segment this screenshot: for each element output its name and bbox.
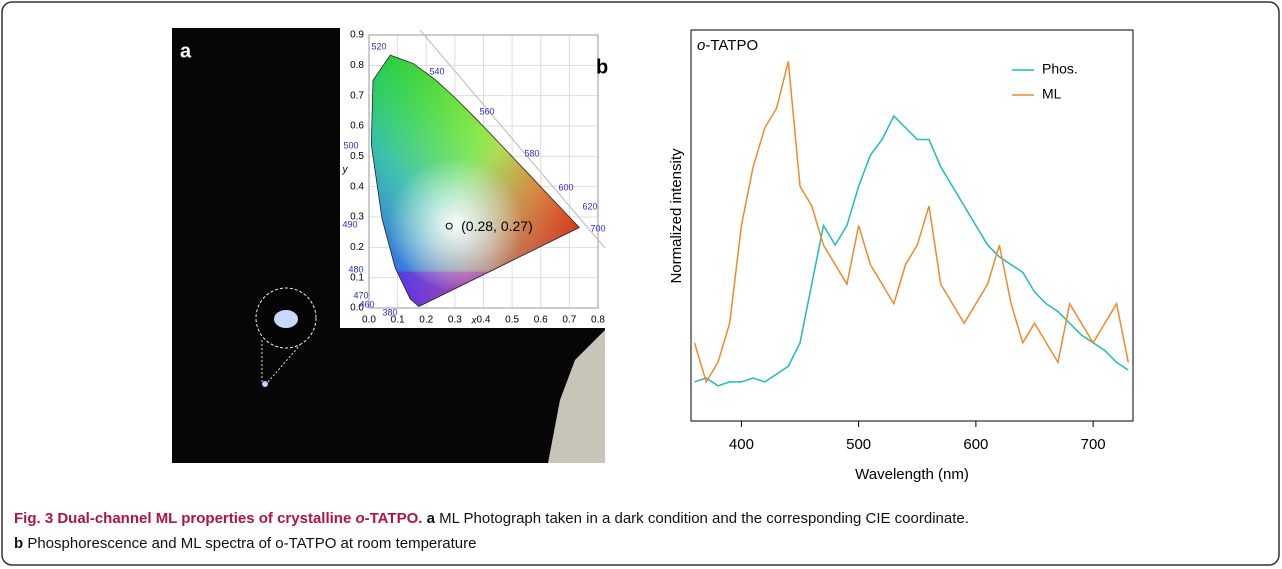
- point-annotation: (0.28, 0.27): [461, 218, 533, 234]
- caption-line: b Phosphorescence and ML spectra of o-TA…: [14, 535, 476, 552]
- caption-title: o: [355, 510, 365, 527]
- y-axis-label: y: [342, 165, 349, 176]
- locus-label: 470: [353, 290, 368, 300]
- locus-label: 700: [590, 223, 605, 233]
- y-tick-label: 0.1: [350, 272, 364, 283]
- caption-title: Dual-channel ML properties of crystallin…: [53, 510, 356, 527]
- point: [445, 222, 453, 230]
- locus-label: 580: [524, 148, 539, 158]
- locus-label: 490: [342, 219, 357, 229]
- spectral-locus: [370, 54, 580, 307]
- caption-title: -TATPO.: [364, 510, 423, 527]
- locus-label: 380: [382, 307, 397, 317]
- y-tick-label: 0.4: [350, 181, 364, 192]
- locus-label: 600: [558, 182, 573, 192]
- x-tick-label: 0.4: [477, 315, 491, 326]
- y-tick-label: 0.6: [350, 121, 364, 132]
- y-tick-label: 0.3: [350, 212, 364, 223]
- locus-label: 520: [371, 41, 386, 51]
- legend-label: Phos.: [1042, 61, 1078, 77]
- x-tick-label: 0.2: [419, 315, 433, 326]
- y-tick-label: 0.7: [350, 90, 364, 101]
- caption-text: ML Photograph taken in a dark condition …: [434, 510, 969, 527]
- locus-label: 480: [348, 264, 363, 274]
- y-axis-label: Normalized intensity: [668, 148, 685, 284]
- x-tick-label: 0.5: [505, 315, 519, 326]
- locus-label: 620: [582, 201, 597, 211]
- x-tick-label: 0.6: [534, 315, 548, 326]
- chart-title: o-TATPO: [697, 37, 758, 54]
- caption-text: Phosphorescence and ML spectra of o-TATP…: [23, 535, 477, 552]
- x-tick-label: 0.3: [448, 315, 462, 326]
- x-tick-label: 700: [1081, 436, 1106, 453]
- chart-title-part: o: [697, 37, 705, 54]
- x-axis-label: Wavelength (nm): [855, 466, 969, 483]
- white-point: [388, 142, 539, 292]
- series-line: [694, 114, 1129, 387]
- x-tick-label: 0.7: [562, 315, 576, 326]
- caption-line: Fig. 3 Dual-channel ML properties of cry…: [14, 510, 969, 527]
- x-tick-label: 0.8: [591, 315, 605, 326]
- sample-spot: [262, 381, 268, 387]
- series-line: [693, 61, 1130, 384]
- diagonal: [419, 29, 606, 249]
- sample-zoom: [274, 310, 298, 328]
- x-axis-label: x: [471, 316, 478, 327]
- spectrum-chart: Phos. ML 400 500 600 700 Wavelength (nm) Normal…: [668, 29, 1134, 483]
- y-tick-label: 0.2: [350, 242, 364, 253]
- locus-label: 540: [429, 66, 444, 76]
- locus-label: 560: [479, 106, 494, 116]
- x-tick-label: 0.1: [391, 315, 405, 326]
- panel-label: a: [180, 40, 192, 62]
- plot-frame: [690, 29, 1134, 422]
- x-tick-label: 0.0: [362, 315, 376, 326]
- zoom-line: [267, 344, 301, 383]
- caption-panel: b: [14, 535, 24, 552]
- locus-label: 460: [359, 299, 374, 309]
- plot-frame: [368, 34, 599, 309]
- y-tick-label: 0.8: [350, 60, 364, 71]
- legend-label: ML: [1042, 86, 1062, 102]
- y-tick-label: 0.9: [350, 30, 364, 41]
- y-tick-label: 0.5: [350, 151, 364, 162]
- photo-light: [548, 330, 605, 463]
- x-tick-label: 400: [729, 436, 754, 453]
- caption-panel: a: [426, 510, 435, 527]
- chart-title-part: -TATPO: [705, 37, 758, 54]
- panel-label: b: [596, 56, 608, 78]
- locus-label: 500: [343, 140, 358, 150]
- figure-label: Fig. 3: [14, 510, 54, 527]
- y-tick-label: 0.0: [350, 303, 364, 314]
- x-tick-label: 600: [963, 436, 988, 453]
- x-tick-label: 500: [846, 436, 871, 453]
